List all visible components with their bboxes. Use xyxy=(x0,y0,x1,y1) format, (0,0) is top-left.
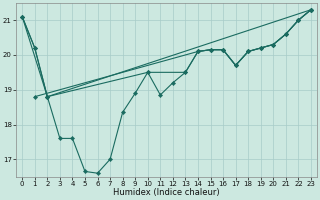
X-axis label: Humidex (Indice chaleur): Humidex (Indice chaleur) xyxy=(113,188,220,197)
